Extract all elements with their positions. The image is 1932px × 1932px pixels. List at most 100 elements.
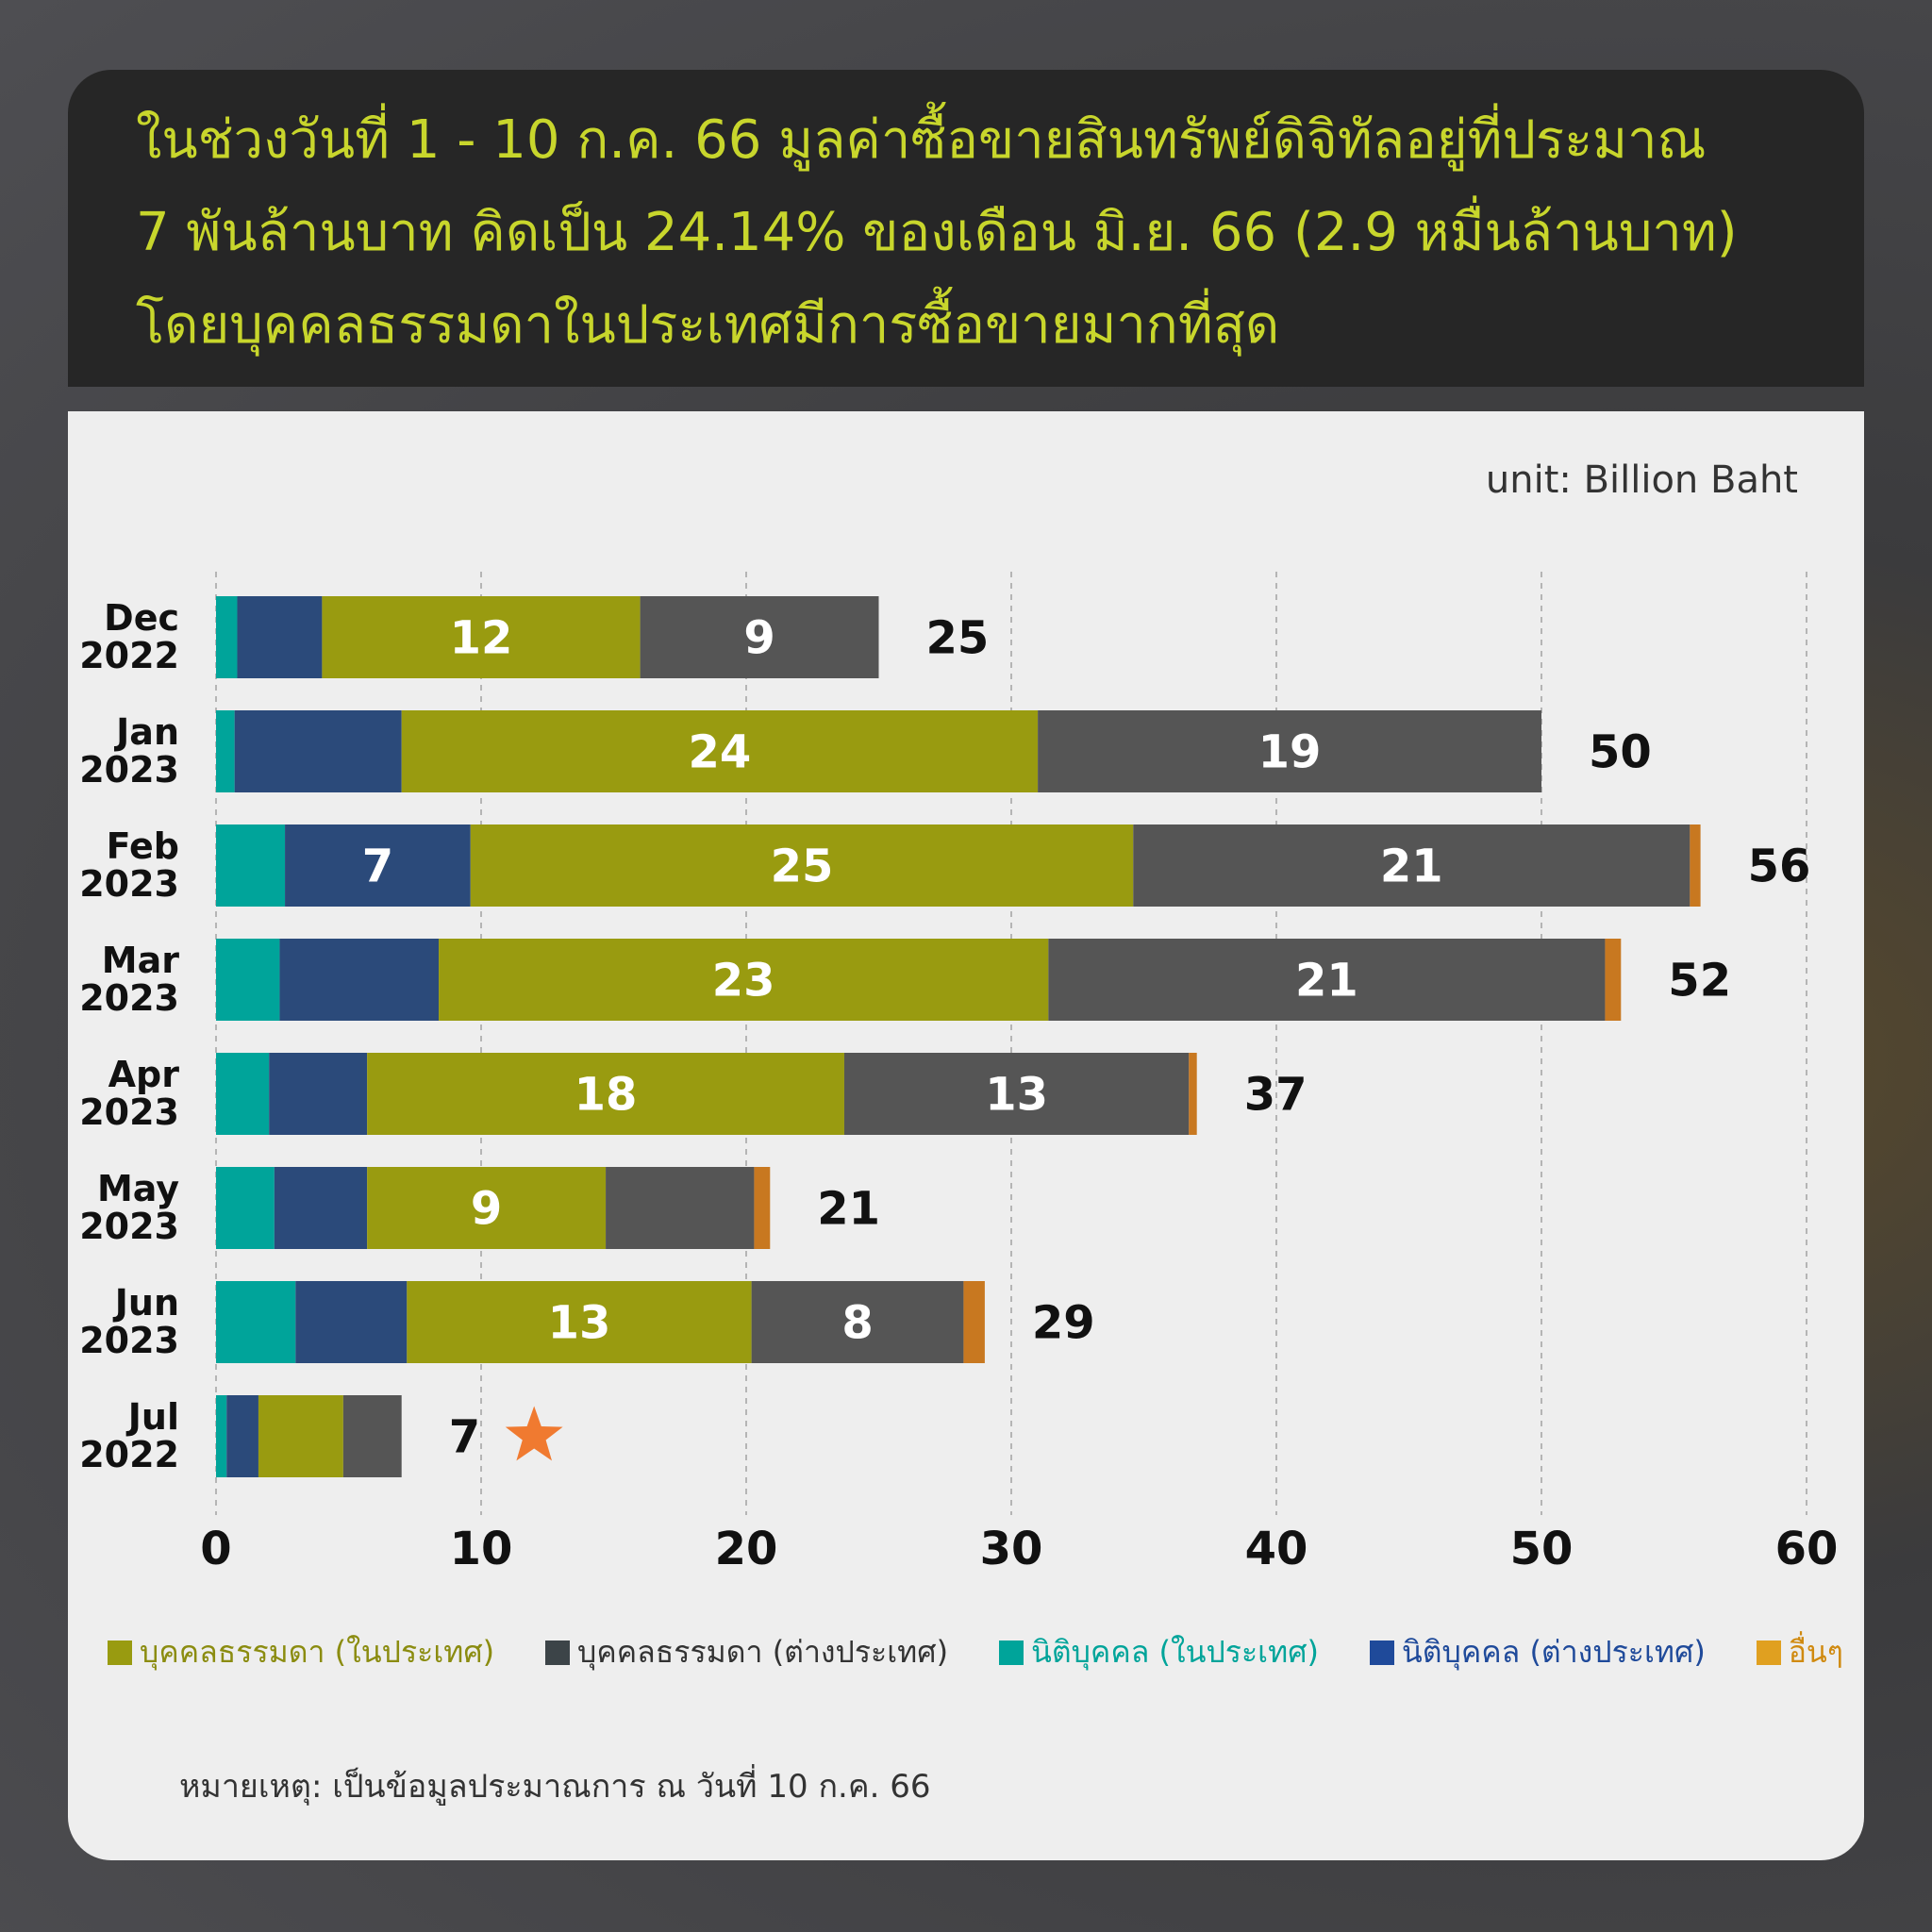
star-icon: [505, 1406, 563, 1461]
segment-value-label: 21: [1380, 841, 1443, 893]
x-tick-label: 0: [200, 1523, 231, 1575]
bar-segment: [367, 1053, 844, 1135]
bar-segment: [1133, 824, 1690, 907]
segment-value-label: 24: [689, 726, 752, 779]
bar-segment: [754, 1167, 771, 1249]
category-label-line: 2022: [79, 635, 179, 676]
legend-item-others: อื่นๆ: [1756, 1628, 1843, 1676]
bar-total-label: 37: [1244, 1069, 1307, 1122]
segment-value-label: 23: [712, 955, 775, 1008]
bar-total-label: 52: [1668, 955, 1731, 1008]
bar-segment: [216, 824, 286, 907]
bar-segment: [216, 939, 280, 1021]
legend-label: นิติบุคคล (ต่างประเทศ): [1401, 1634, 1706, 1670]
bar-segment: [843, 1053, 1190, 1135]
legend-label: บุคคลธรรมดา (ในประเทศ): [140, 1634, 495, 1670]
x-tick-label: 40: [1245, 1523, 1308, 1575]
category-label: Apr 2023: [79, 1054, 179, 1133]
bar-segment: [367, 1167, 607, 1249]
bar-total-label: 25: [926, 612, 990, 665]
x-tick-label: 20: [715, 1523, 778, 1575]
segment-value-label: 9: [743, 612, 774, 665]
legend-label: นิติบุคคล (ในประเทศ): [1030, 1634, 1319, 1670]
x-tick-label: 30: [980, 1523, 1043, 1575]
bar-segment: [606, 1167, 755, 1249]
legend-swatch: [1369, 1640, 1394, 1665]
category-label-line: Jun: [112, 1282, 179, 1324]
bar-segment: [439, 939, 1049, 1021]
bar-segment: [269, 1053, 368, 1135]
legend-item-individual-foreign: บุคคลธรรมดา (ต่างประเทศ): [545, 1628, 948, 1676]
bar-segment: [237, 596, 323, 678]
segment-value-label: 13: [548, 1297, 611, 1350]
category-label-line: Feb: [107, 825, 179, 867]
headline-banner: ในช่วงวันที่ 1 - 10 ก.ค. 66 มูลค่าซื้อขา…: [68, 70, 1864, 387]
bar-total-label: 56: [1748, 841, 1811, 893]
legend-swatch: [1756, 1640, 1781, 1665]
bar-segment: [216, 1281, 296, 1363]
category-label: Feb 2023: [79, 825, 179, 905]
bar-segment: [295, 1281, 408, 1363]
category-label: Mar 2023: [79, 940, 179, 1019]
bar-total-label: 7: [449, 1411, 480, 1464]
category-label-line: 2023: [79, 863, 179, 905]
segment-value-label: 12: [450, 612, 513, 665]
bar-total-label: 50: [1589, 726, 1652, 779]
category-label: Jun 2023: [79, 1282, 179, 1361]
segment-value-label: 18: [575, 1069, 638, 1122]
segment-value-label: 9: [471, 1183, 502, 1236]
bar-segment: [401, 710, 1039, 792]
bar-segment: [1189, 1053, 1197, 1135]
bar-segment: [216, 710, 235, 792]
category-label: May 2023: [79, 1168, 179, 1247]
legend-item-juristic-domestic: นิติบุคคล (ในประเทศ): [998, 1628, 1319, 1676]
legend-item-individual-domestic: บุคคลธรรมดา (ในประเทศ): [108, 1628, 494, 1676]
legend: บุคคลธรรมดา (ในประเทศ) บุคคลธรรมดา (ต่าง…: [108, 1628, 1843, 1676]
unit-label: unit: Billion Baht: [1485, 458, 1798, 502]
x-tick-label: 10: [450, 1523, 513, 1575]
x-tick-label: 60: [1775, 1523, 1839, 1575]
category-label-line: 2023: [79, 1206, 179, 1247]
bar-segment: [1038, 710, 1541, 792]
footnote: หมายเหตุ: เป็นข้อมูลประมาณการ ณ วันที่ 1…: [179, 1768, 931, 1806]
category-label: Jul 2022: [79, 1396, 179, 1475]
bar-segment: [285, 824, 471, 907]
legend-swatch: [108, 1640, 132, 1665]
bar-segment: [216, 596, 238, 678]
bar-segment: [258, 1395, 343, 1477]
category-label-line: Apr: [108, 1054, 180, 1095]
bar-segment: [1690, 824, 1701, 907]
headline-line-1: ในช่วงวันที่ 1 - 10 ก.ค. 66 มูลค่าซื้อขา…: [136, 109, 1707, 171]
bar-segment: [1048, 939, 1606, 1021]
legend-swatch: [545, 1640, 571, 1665]
bar-segment: [216, 1395, 227, 1477]
bar-segment: [963, 1281, 985, 1363]
segment-value-label: 19: [1258, 726, 1322, 779]
category-label: Jan 2023: [79, 711, 179, 791]
legend-item-juristic-foreign: นิติบุคคล (ต่างประเทศ): [1369, 1628, 1706, 1676]
bar-segment: [407, 1281, 752, 1363]
category-label-line: Jan: [113, 711, 179, 753]
bar-segment: [226, 1395, 258, 1477]
x-tick-label: 50: [1510, 1523, 1574, 1575]
category-label: Dec 2022: [79, 597, 179, 676]
bar-segment: [216, 1167, 275, 1249]
segment-value-label: 25: [771, 841, 834, 893]
bar-segment: [216, 1053, 270, 1135]
bar-segment: [470, 824, 1134, 907]
bar-segment: [1605, 939, 1622, 1021]
bar-segment: [274, 1167, 368, 1249]
headline-line-3: โดยบุคคลธรรมดาในประเทศมีการซื้อขายมากที่…: [136, 294, 1280, 356]
bar-segment: [342, 1395, 402, 1477]
segment-value-label: 7: [362, 841, 393, 893]
category-label-line: 2023: [79, 1091, 179, 1133]
segment-value-label: 8: [841, 1297, 873, 1350]
category-label-line: Dec: [104, 597, 179, 639]
bar-total-label: 29: [1032, 1297, 1095, 1350]
category-label-line: 2023: [79, 749, 179, 791]
segment-value-label: 21: [1295, 955, 1358, 1008]
segment-value-label: 13: [985, 1069, 1048, 1122]
category-label-line: May: [97, 1168, 179, 1209]
legend-label: บุคคลธรรมดา (ต่างประเทศ): [577, 1634, 949, 1670]
chart-panel: unit: Billion Baht 0 10 20 30 40 50 60 Dec 2022 1…: [68, 411, 1864, 1860]
